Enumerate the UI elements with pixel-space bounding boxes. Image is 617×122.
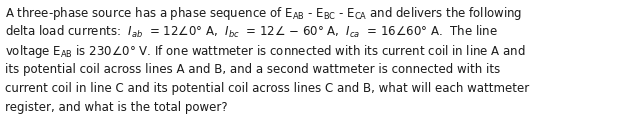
Text: current coil in line C and its potential coil across lines C and B, what will ea: current coil in line C and its potential…	[5, 82, 529, 95]
Text: voltage $\mathsf{E_{AB}}$ is 230$\angle$0° V. If one wattmeter is connected with: voltage $\mathsf{E_{AB}}$ is 230$\angle$…	[5, 43, 526, 60]
Text: its potential coil across lines A and B, and a second wattmeter is connected wit: its potential coil across lines A and B,…	[5, 63, 500, 76]
Text: delta load currents:  $\mathit{I}_{ab}$  = 12$\angle$0° A,  $\mathit{I}_{bc}$  =: delta load currents: $\mathit{I}_{ab}$ =…	[5, 24, 498, 40]
Text: register, and what is the total power?: register, and what is the total power?	[5, 101, 228, 114]
Text: A three-phase source has a phase sequence of $\mathsf{E_{AB}}$ - $\mathsf{E_{BC}: A three-phase source has a phase sequenc…	[5, 5, 522, 22]
